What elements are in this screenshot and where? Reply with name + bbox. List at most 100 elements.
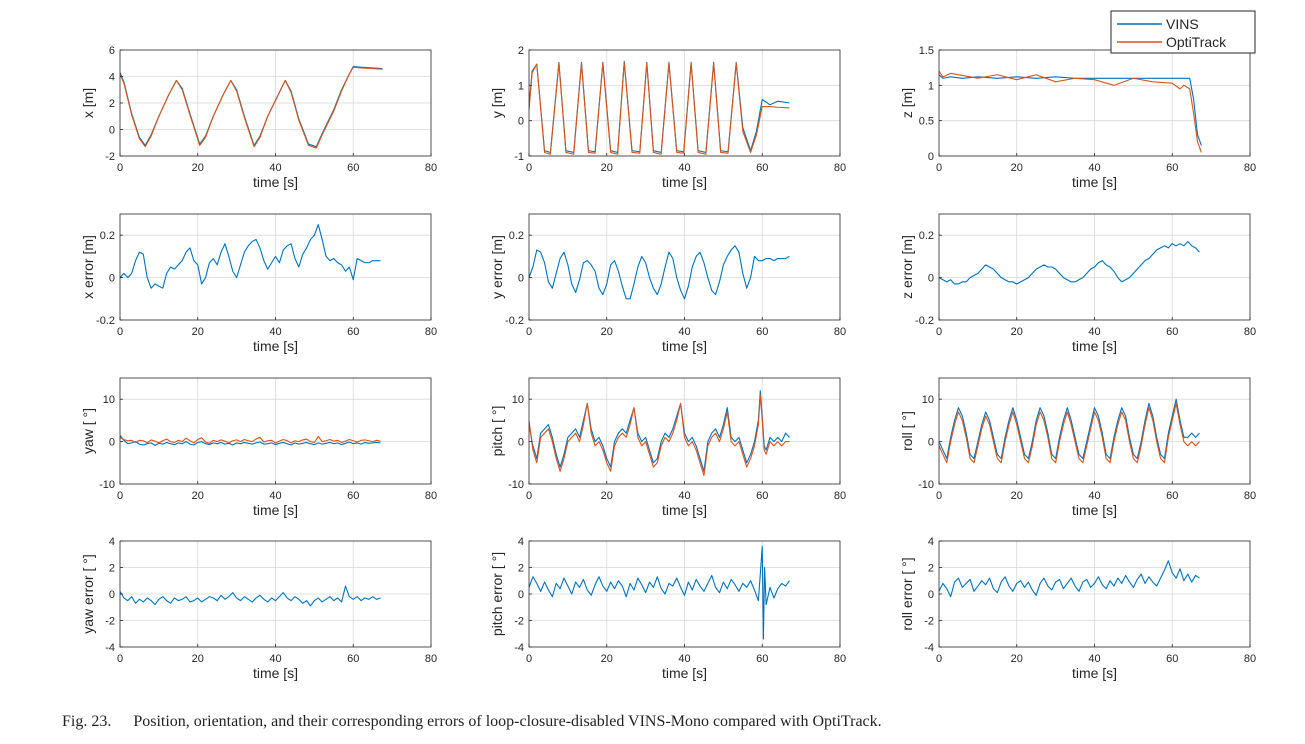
- y-tick-label: 0: [928, 273, 934, 285]
- x-tick-label: 20: [1011, 326, 1023, 338]
- x-tick-label: 80: [834, 490, 846, 502]
- y-tick-label: 2: [109, 563, 115, 575]
- x-axis-label: time [s]: [1072, 502, 1117, 518]
- series-optitrack-line: [529, 394, 790, 477]
- y-axis-label: y [m]: [489, 88, 505, 118]
- x-tick-label: 80: [834, 326, 846, 338]
- y-tick-label: -10: [918, 479, 934, 491]
- x-axis-label: time [s]: [662, 665, 707, 681]
- x-tick-label: 60: [756, 653, 768, 665]
- y-tick-label: -2: [514, 616, 524, 628]
- y-tick-label: -2: [105, 151, 115, 163]
- legend-label-optitrack: OptiTrack: [1166, 34, 1227, 50]
- x-tick-label: 40: [269, 162, 281, 174]
- y-tick-label: 0: [518, 273, 524, 285]
- series-vins-line: [120, 434, 381, 446]
- series-vins-line: [939, 74, 1202, 146]
- x-tick-label: 0: [936, 162, 942, 174]
- series-vins-line: [939, 560, 1200, 598]
- series-vins-line: [529, 60, 790, 154]
- x-tick-label: 20: [601, 653, 613, 665]
- x-tick-label: 40: [1088, 490, 1100, 502]
- series-vins-line: [120, 224, 381, 289]
- y-tick-label: 1: [518, 80, 524, 92]
- series-vins-line: [939, 398, 1200, 460]
- y-tick-label: 0.5: [919, 116, 934, 128]
- y-tick-label: 0: [518, 437, 524, 449]
- x-tick-label: 40: [678, 326, 690, 338]
- x-tick-label: 60: [1166, 162, 1178, 174]
- x-tick-label: 0: [117, 490, 123, 502]
- x-tick-label: 0: [526, 162, 532, 174]
- y-axis-label: x error [m]: [80, 235, 96, 299]
- y-axis-label: roll [ °]: [899, 411, 915, 451]
- y-tick-label: -4: [105, 642, 115, 654]
- x-tick-label: 20: [192, 653, 204, 665]
- x-tick-label: 0: [936, 490, 942, 502]
- subplot-pitcherr: 0 20 40 60 80 -4 -2 0 2 4 time [s] pitch error [ °]: [489, 536, 846, 681]
- x-tick-label: 60: [1166, 326, 1178, 338]
- y-axis-label: yaw [ °]: [80, 408, 96, 454]
- x-tick-label: 40: [269, 490, 281, 502]
- y-tick-label: 10: [103, 394, 115, 406]
- x-tick-label: 60: [347, 326, 359, 338]
- x-tick-label: 0: [117, 162, 123, 174]
- x-tick-label: 80: [1244, 326, 1256, 338]
- x-tick-label: 80: [834, 653, 846, 665]
- y-axis-label: yaw error [ °]: [80, 554, 96, 634]
- x-tick-label: 80: [1244, 490, 1256, 502]
- x-tick-label: 60: [756, 326, 768, 338]
- x-tick-label: 60: [347, 162, 359, 174]
- x-tick-label: 80: [425, 326, 437, 338]
- x-tick-label: 20: [601, 490, 613, 502]
- legend-box: [1110, 10, 1256, 54]
- y-tick-label: -4: [514, 642, 524, 654]
- y-tick-label: -10: [508, 479, 524, 491]
- x-axis-label: time [s]: [1072, 174, 1117, 190]
- x-tick-label: 20: [1011, 490, 1023, 502]
- x-tick-label: 40: [678, 490, 690, 502]
- x-tick-label: 40: [1088, 653, 1100, 665]
- y-axis-label: pitch [ °]: [489, 406, 505, 457]
- x-tick-label: 60: [1166, 653, 1178, 665]
- x-tick-label: 0: [117, 326, 123, 338]
- figure-caption: Fig. 23. Position, orientation, and their…: [62, 713, 1262, 731]
- x-tick-label: 80: [425, 490, 437, 502]
- y-tick-label: 0: [109, 125, 115, 137]
- x-tick-label: 20: [1011, 162, 1023, 174]
- x-axis-label: time [s]: [1072, 665, 1117, 681]
- series-vins-line: [529, 390, 790, 472]
- legend: VINS OptiTrack: [1110, 10, 1256, 54]
- x-tick-label: 40: [678, 653, 690, 665]
- y-tick-label: -10: [99, 479, 115, 491]
- x-tick-label: 80: [834, 162, 846, 174]
- y-tick-label: 2: [518, 45, 524, 57]
- series-vins-line: [939, 241, 1200, 285]
- y-tick-label: 0: [928, 589, 934, 601]
- x-tick-label: 0: [526, 653, 532, 665]
- y-tick-label: 4: [109, 536, 115, 548]
- x-tick-label: 60: [756, 490, 768, 502]
- y-tick-label: -2: [105, 616, 115, 628]
- series-optitrack-line: [120, 66, 383, 149]
- x-axis-label: time [s]: [253, 338, 298, 354]
- y-tick-label: 2: [109, 98, 115, 110]
- y-tick-label: 1: [928, 80, 934, 92]
- legend-label-vins: VINS: [1166, 16, 1199, 32]
- y-tick-label: -2: [924, 616, 934, 628]
- x-axis-label: time [s]: [1072, 338, 1117, 354]
- y-axis-label: pitch error [ °]: [489, 552, 505, 636]
- x-tick-label: 80: [425, 162, 437, 174]
- x-tick-label: 20: [601, 162, 613, 174]
- x-tick-label: 0: [936, 326, 942, 338]
- x-tick-label: 0: [526, 490, 532, 502]
- y-tick-label: 0: [109, 589, 115, 601]
- y-tick-label: 4: [928, 536, 934, 548]
